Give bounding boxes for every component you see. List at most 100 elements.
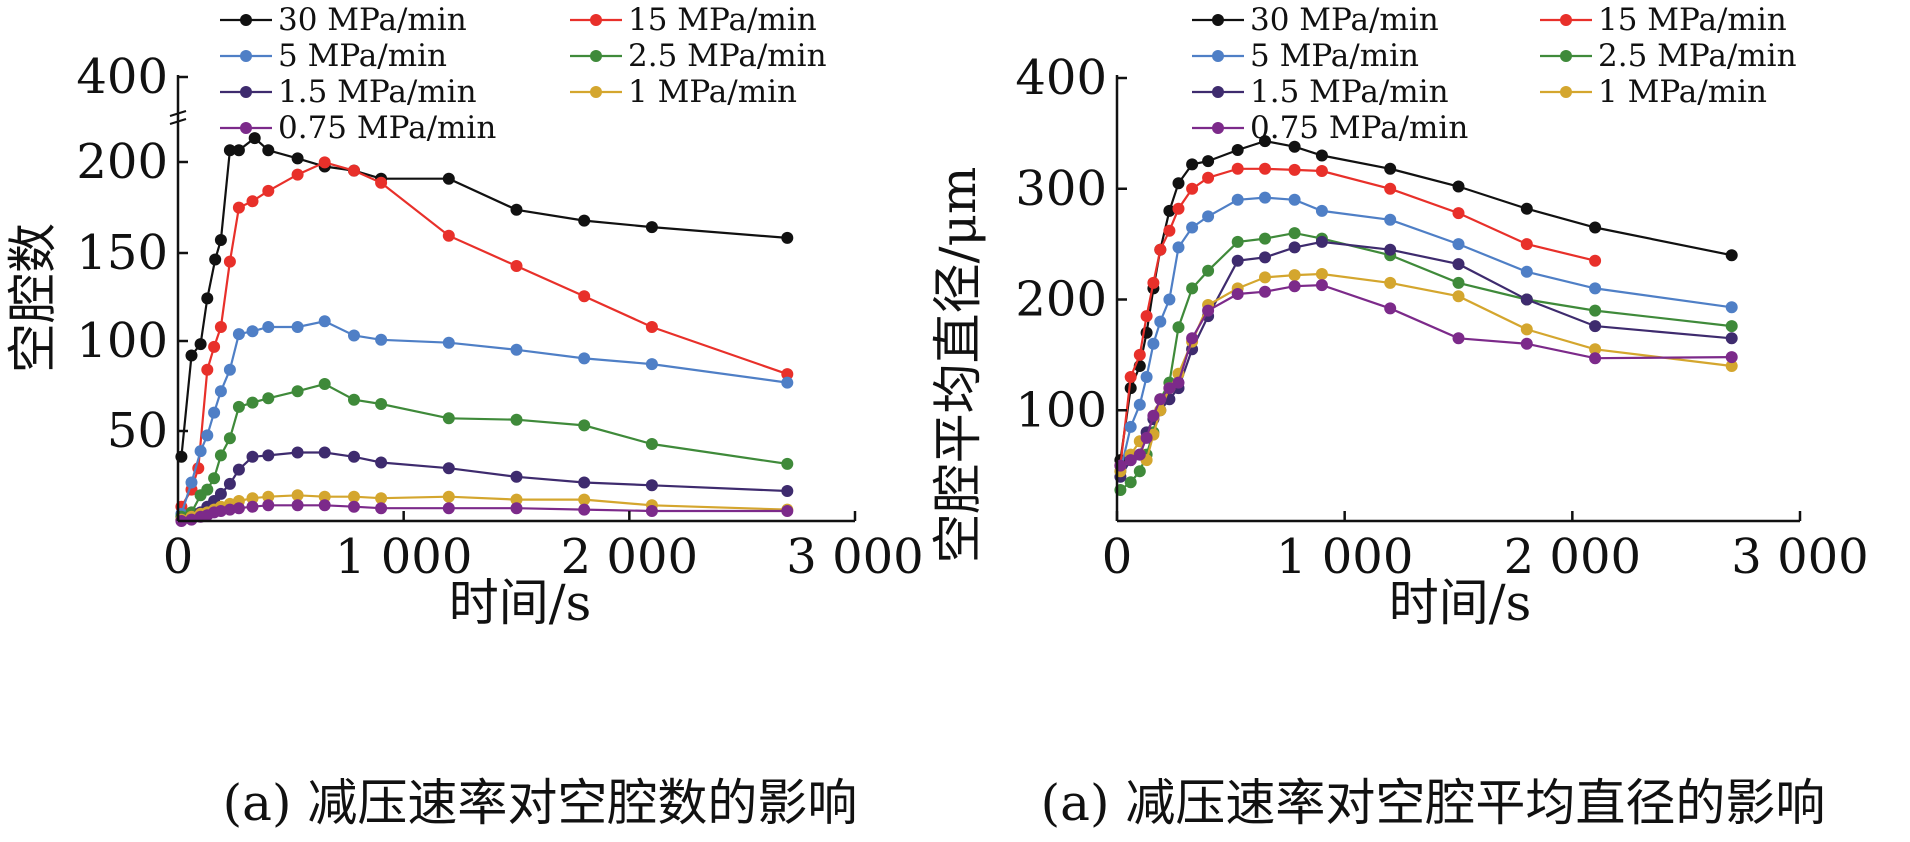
legend-item-2-0: 30 MPa/min	[1192, 2, 1439, 38]
data-point-2-0-7	[1172, 177, 1185, 190]
legend-item-2-2: 5 MPa/min	[1192, 38, 1419, 74]
data-point-2-1-3	[1140, 310, 1153, 323]
legend-item-2-6: 0.75 MPa/min	[1192, 110, 1468, 146]
data-point-2-0-10	[1231, 144, 1244, 156]
data-point-1-0-8	[248, 132, 261, 145]
data-point-2-5-13	[1315, 268, 1328, 280]
data-point-2-4-11	[1259, 251, 1271, 264]
data-point-2-5-18	[1725, 360, 1738, 372]
data-point-1-0-2	[194, 338, 207, 351]
data-point-2-0-18	[1725, 249, 1738, 262]
data-point-2-0-14	[1384, 162, 1397, 175]
legend-item-1-1: 15 MPa/min	[570, 2, 817, 38]
data-point-2-5-17	[1589, 343, 1602, 356]
y-tick-label-2-2: 300	[1015, 161, 1107, 217]
legend-swatch-marker	[240, 86, 252, 98]
data-point-1-1-11	[318, 156, 331, 169]
data-point-2-6-3	[1140, 431, 1153, 444]
data-point-2-0-12	[1288, 140, 1301, 153]
data-point-1-3-11	[318, 378, 331, 390]
x-axis-title-1: 时间/s	[449, 574, 592, 632]
data-point-1-6-13	[375, 502, 388, 515]
data-point-2-0-16	[1520, 202, 1533, 215]
data-point-1-2-1	[185, 476, 198, 489]
data-point-1-0-18	[781, 231, 794, 244]
legend-label: 5 MPa/min	[1250, 38, 1419, 74]
legend-swatch-marker	[1212, 86, 1224, 98]
data-point-2-1-8	[1186, 182, 1199, 195]
data-point-1-3-8	[246, 396, 259, 409]
data-point-2-3-18	[1725, 320, 1738, 333]
data-point-2-2-1	[1124, 420, 1137, 433]
data-point-2-2-12	[1288, 193, 1301, 206]
data-point-1-4-14	[442, 462, 455, 475]
data-point-2-6-10	[1231, 288, 1244, 300]
data-point-1-0-5	[214, 234, 227, 246]
data-point-2-3-8	[1186, 282, 1199, 295]
data-point-1-6-9	[262, 499, 275, 512]
data-point-1-6-10	[291, 499, 304, 512]
data-point-1-1-18	[781, 368, 794, 381]
data-point-2-0-8	[1186, 158, 1199, 171]
data-point-1-2-4	[208, 406, 221, 419]
legend-label: 0.75 MPa/min	[1250, 110, 1468, 146]
data-point-2-0-1	[1124, 382, 1137, 395]
data-point-1-3-3	[201, 483, 214, 496]
data-point-2-1-13	[1315, 165, 1328, 177]
data-point-2-1-10	[1231, 162, 1244, 175]
data-point-2-6-4	[1147, 409, 1160, 422]
data-point-1-0-9	[262, 144, 275, 157]
data-point-2-5-11	[1259, 271, 1271, 284]
y-tick-label-1-2: 150	[76, 225, 168, 281]
data-point-2-6-14	[1384, 302, 1397, 315]
y-tick-label-1-4: 400	[76, 49, 168, 105]
data-point-2-4-18	[1725, 332, 1738, 345]
y-tick-label-1-3: 200	[76, 134, 168, 190]
legend-1: 30 MPa/min 15 MPa/min 5 MPa/min 2.5 MPa/min…	[220, 2, 827, 146]
data-point-1-4-16	[578, 476, 591, 489]
data-point-1-0-17	[645, 221, 658, 234]
legend-label: 15 MPa/min	[1598, 2, 1787, 38]
data-point-2-4-14	[1384, 243, 1397, 256]
data-point-2-1-17	[1589, 254, 1602, 267]
data-point-2-6-7	[1172, 376, 1185, 389]
legend-swatch-marker	[1560, 50, 1572, 62]
data-point-1-3-13	[375, 398, 388, 410]
data-point-1-5-9	[262, 490, 275, 503]
data-point-1-0-14	[442, 172, 455, 185]
data-point-1-6-7	[232, 502, 245, 515]
data-point-2-3-7	[1172, 321, 1185, 334]
legend-label: 5 MPa/min	[278, 38, 447, 74]
data-point-2-1-15	[1452, 207, 1465, 220]
data-point-2-0-9	[1202, 155, 1215, 168]
y-axis-title-2: 空腔平均直径/μm	[929, 167, 987, 564]
legend-label: 1 MPa/min	[628, 74, 797, 110]
data-point-2-6-18	[1725, 351, 1738, 364]
data-point-1-4-9	[262, 449, 275, 462]
data-point-1-1-3	[201, 363, 214, 376]
data-point-2-1-4	[1147, 276, 1160, 289]
data-point-1-4-17	[645, 479, 658, 492]
data-point-2-4-13	[1315, 235, 1328, 248]
legend-swatch-marker	[1560, 14, 1572, 26]
data-point-1-4-12	[348, 450, 360, 463]
data-point-1-6-18	[781, 505, 794, 517]
data-point-2-0-13	[1315, 149, 1328, 162]
data-point-2-6-12	[1288, 280, 1301, 293]
data-point-2-5-16	[1520, 323, 1533, 336]
data-point-1-4-18	[781, 485, 794, 497]
x-tick-label-2-0: 0	[1102, 529, 1133, 585]
data-point-1-1-16	[578, 290, 591, 303]
data-point-2-2-11	[1259, 191, 1271, 204]
data-point-2-3-2	[1133, 465, 1146, 478]
series-line-2-4	[1119, 240, 1732, 478]
data-point-2-6-17	[1589, 352, 1602, 365]
x-tick-label-1-1: 1 000	[335, 529, 472, 585]
chart-panel-1: 30 MPa/min 15 MPa/min 5 MPa/min 2.5 MPa/min…	[4, 2, 924, 832]
axis-break-1	[169, 110, 187, 125]
data-point-1-4-8	[246, 450, 259, 463]
data-point-1-3-10	[291, 385, 304, 398]
caption-1: (a) 减压速率对空腔数的影响	[223, 774, 858, 832]
data-point-1-4-10	[291, 446, 304, 459]
legend-item-1-6: 0.75 MPa/min	[220, 110, 496, 146]
